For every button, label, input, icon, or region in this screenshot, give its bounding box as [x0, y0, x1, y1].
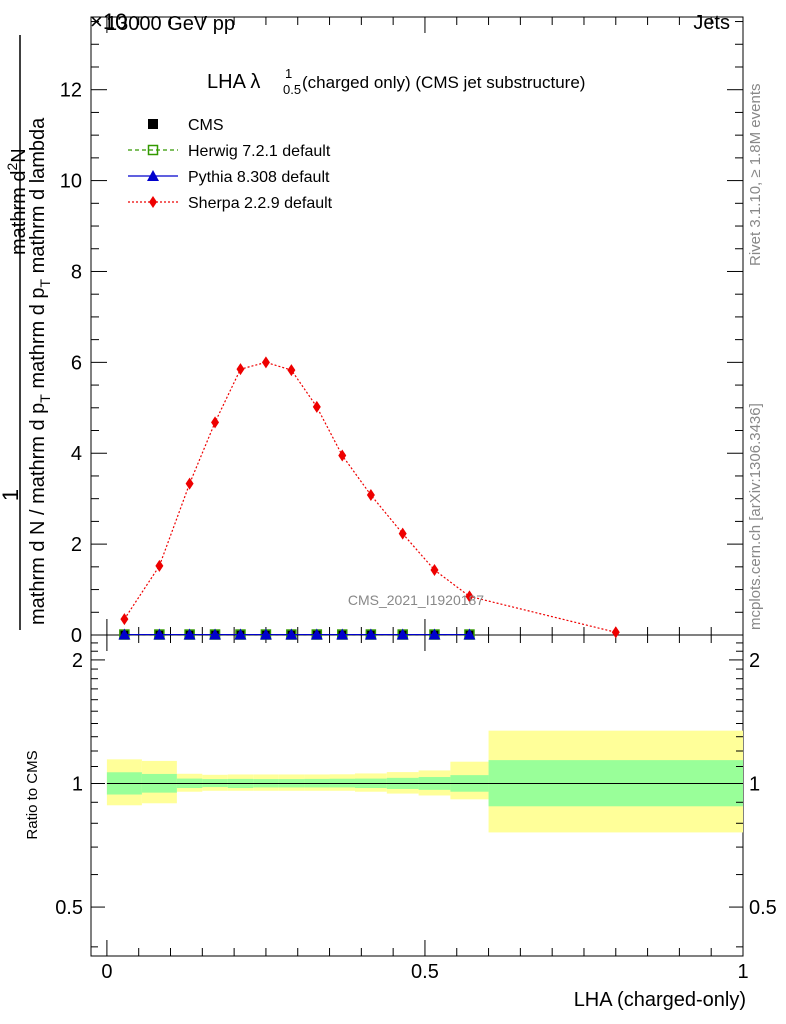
main-ytick-label: 4	[71, 443, 82, 465]
main-ytick-label: 8	[71, 261, 82, 283]
series-point-4	[366, 489, 375, 502]
series-point-4	[261, 356, 270, 369]
legend-label: Herwig 7.2.1 default	[188, 143, 331, 160]
legend-label: Pythia 8.308 default	[188, 169, 330, 186]
series-point-4	[185, 477, 194, 490]
title-main: LHA λ	[207, 71, 260, 93]
ratio-y-label: Ratio to CMS	[24, 750, 41, 839]
x-axis-label: LHA (charged-only)	[574, 989, 746, 1011]
series-point-4	[312, 400, 321, 413]
series-point-4	[155, 559, 164, 572]
header-jets: Jets	[693, 12, 730, 34]
series-point-4	[465, 590, 474, 603]
ratio-ytick-label-left: 1	[72, 773, 83, 795]
exponent-label: ×10	[90, 9, 127, 34]
header-energy: 13000 GeV pp	[106, 13, 235, 35]
main-axes: 0 2 4 6 8 10 12	[60, 17, 744, 647]
ratio-axes: 0.5 0.5 1 1 2 2 0 0.5 1	[55, 635, 777, 983]
legend: CMS Herwig 7.2.1 default Pythia 8.308 defa…	[128, 117, 333, 212]
mcplots-info: mcplots.cern.ch [arXiv:1306.3436]	[747, 403, 764, 630]
analysis-watermark: CMS_2021_I1920187	[348, 592, 484, 608]
series-point-3	[234, 628, 247, 640]
series-point-3	[259, 628, 272, 640]
svg-text:LHA λ: LHA λ	[207, 71, 260, 93]
main-plot-frame	[90, 16, 744, 636]
series-point-3	[428, 628, 441, 640]
x-tick-label: 0	[101, 961, 112, 983]
title-sub: 0.5	[283, 82, 301, 97]
main-y-label: 1 mathrm d N / mathrm d pT mathrm d pT m…	[0, 35, 53, 630]
series-point-3	[463, 628, 476, 640]
series-line-4	[123, 361, 616, 633]
main-ytick-label: 12	[60, 80, 82, 102]
series-point-4	[120, 613, 129, 626]
title-sup: 1	[285, 66, 292, 81]
main-ytick-label: 6	[71, 352, 82, 374]
series-point-3	[310, 628, 323, 640]
main-ytick-label: 0	[71, 625, 82, 647]
x-tick-label: 0.5	[411, 961, 439, 983]
series-point-4	[236, 363, 245, 376]
legend-marker	[149, 196, 157, 208]
x-tick-label: 1	[737, 961, 748, 983]
series-point-4	[398, 527, 407, 540]
ratio-ytick-label-right: 0.5	[749, 897, 777, 919]
series-point-4	[287, 364, 296, 377]
main-series	[118, 356, 620, 640]
ratio-ytick-label-left: 0.5	[55, 897, 83, 919]
series-point-4	[430, 564, 439, 577]
ratio-ytick-label-right: 1	[749, 773, 760, 795]
ylabel-denominator: mathrm d N / mathrm d pT mathrm d pT mat…	[27, 117, 53, 625]
ratio-ytick-label-right: 2	[749, 650, 760, 672]
series-point-3	[336, 628, 349, 640]
main-ytick-label: 2	[71, 534, 82, 556]
main-ytick-label: 10	[60, 171, 82, 193]
title-rest: (charged only) (CMS jet substructure)	[302, 73, 585, 92]
legend-label: Sherpa 2.2.9 default	[188, 195, 333, 212]
chart-title: LHA λ 1 0.5 (charged only) (CMS jet subs…	[207, 66, 585, 97]
series-point-4	[338, 449, 347, 462]
series-point-3	[364, 628, 377, 640]
legend-marker	[148, 119, 158, 129]
series-point-3	[183, 628, 196, 640]
series-point-3	[153, 628, 166, 640]
legend-marker	[147, 144, 159, 156]
ratio-ytick-label-left: 2	[72, 650, 83, 672]
series-point-3	[118, 628, 131, 640]
series-point-4	[611, 626, 620, 639]
ylabel-numerator: 1	[0, 489, 23, 501]
series-point-3	[285, 628, 298, 640]
legend-label: CMS	[188, 117, 224, 134]
series-point-4	[211, 416, 220, 429]
series-point-3	[209, 628, 222, 640]
series-point-3	[396, 628, 409, 640]
rivet-info: Rivet 3.1.10, ≥ 1.8M events	[747, 84, 764, 267]
ratio-bands	[106, 730, 743, 833]
ylabel-numerator-d2n: mathrm d2N	[4, 148, 30, 255]
legend-marker	[147, 170, 159, 181]
